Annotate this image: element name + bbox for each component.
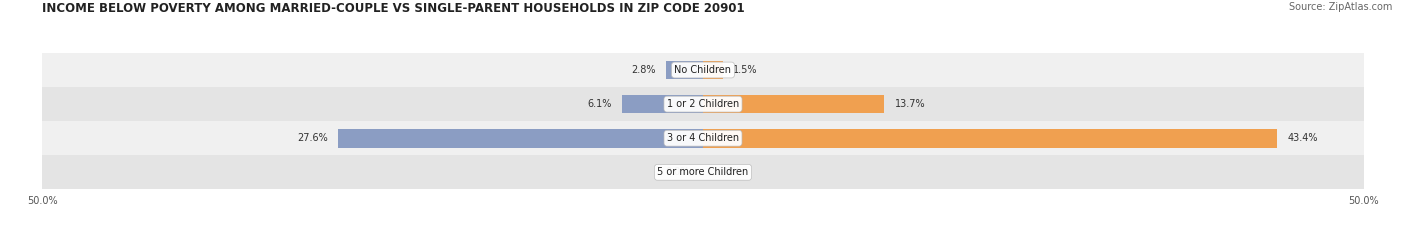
Text: 2.8%: 2.8% (631, 65, 655, 75)
Bar (42, 155, 1364, 189)
Text: 27.6%: 27.6% (297, 133, 328, 143)
Text: INCOME BELOW POVERTY AMONG MARRIED-COUPLE VS SINGLE-PARENT HOUSEHOLDS IN ZIP COD: INCOME BELOW POVERTY AMONG MARRIED-COUPL… (42, 2, 745, 15)
Text: 0.0%: 0.0% (716, 167, 741, 177)
Bar (623, 95, 703, 113)
Text: Source: ZipAtlas.com: Source: ZipAtlas.com (1288, 2, 1392, 12)
Text: No Children: No Children (675, 65, 731, 75)
Text: 13.7%: 13.7% (894, 99, 925, 109)
Text: 6.1%: 6.1% (588, 99, 612, 109)
Bar (703, 129, 1277, 147)
Bar (339, 129, 703, 147)
Bar (666, 61, 703, 79)
Bar (42, 121, 1364, 155)
Text: 43.4%: 43.4% (1286, 133, 1317, 143)
Bar (42, 53, 1364, 87)
Text: 1 or 2 Children: 1 or 2 Children (666, 99, 740, 109)
Bar (703, 61, 723, 79)
Text: 5 or more Children: 5 or more Children (658, 167, 748, 177)
Text: 3 or 4 Children: 3 or 4 Children (666, 133, 740, 143)
Text: 0.0%: 0.0% (665, 167, 690, 177)
Bar (703, 95, 884, 113)
Text: 1.5%: 1.5% (734, 65, 758, 75)
Bar (42, 87, 1364, 121)
